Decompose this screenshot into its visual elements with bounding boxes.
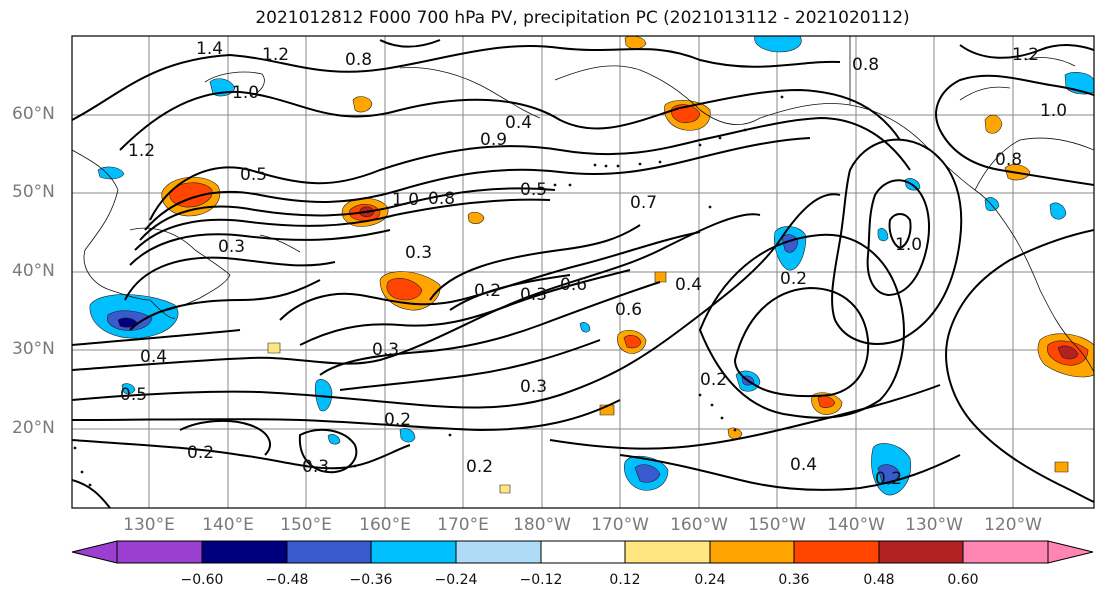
contour-label: 0.5 bbox=[520, 180, 547, 200]
contour-label: 1.4 bbox=[196, 39, 223, 59]
contour-label: 0.3 bbox=[302, 457, 329, 477]
contour-label: 0.2 bbox=[875, 469, 902, 489]
colorbar-extend-high bbox=[1047, 540, 1094, 564]
colorbar-tick-label: −0.36 bbox=[349, 572, 393, 588]
contour-label: 0.3 bbox=[218, 237, 245, 257]
contour-label: 1.0 bbox=[232, 83, 259, 103]
contour-label: 0.2 bbox=[700, 370, 727, 390]
pv-contours bbox=[72, 39, 1094, 508]
lon-label: 170°W bbox=[591, 515, 649, 535]
contour-label: 0.2 bbox=[780, 269, 807, 289]
precip-positive bbox=[161, 36, 1094, 494]
contour-label: 1.2 bbox=[262, 45, 289, 65]
contour-label: 0.2 bbox=[384, 410, 411, 430]
contour-label: 0.6 bbox=[615, 300, 642, 320]
contour-label: 1.2 bbox=[128, 141, 155, 161]
contour-label: 1.0 bbox=[1040, 101, 1067, 121]
contour-label: 0.4 bbox=[505, 113, 532, 133]
contour-label: 0.6 bbox=[560, 275, 587, 295]
contour-label: 1.2 bbox=[1012, 45, 1039, 65]
contour-label: 0.2 bbox=[474, 281, 501, 301]
lat-label: 30°N bbox=[12, 339, 55, 359]
colorbar-tick-label: −0.48 bbox=[265, 572, 309, 588]
graticule bbox=[72, 36, 1094, 508]
lon-label: 140°E bbox=[202, 515, 254, 535]
contour-label: 0.9 bbox=[480, 130, 507, 150]
contour-label: 0.3 bbox=[405, 243, 432, 263]
contour-label: 0.8 bbox=[345, 50, 372, 70]
lat-label: 50°N bbox=[12, 182, 55, 202]
lon-label: 140°W bbox=[827, 515, 885, 535]
contour-label: 0.4 bbox=[675, 275, 702, 295]
contour-label: 0.7 bbox=[630, 193, 657, 213]
colorbar-extend-low bbox=[71, 540, 118, 564]
contour-label: 0.2 bbox=[187, 443, 214, 463]
lon-label: 180°W bbox=[513, 515, 571, 535]
colorbar-tick-label: −0.60 bbox=[180, 572, 224, 588]
colorbar-tick-label: 0.36 bbox=[778, 572, 810, 588]
colorbar-tick-label: 0.60 bbox=[947, 572, 979, 588]
lat-label: 40°N bbox=[12, 261, 55, 281]
contour-label: 0.8 bbox=[428, 189, 455, 209]
lon-label: 150°E bbox=[280, 515, 332, 535]
map-title: 2021012812 F000 700 hPa PV, precipitatio… bbox=[255, 8, 910, 28]
contour-label: 0.8 bbox=[995, 150, 1022, 170]
colorbar-tick-label: 0.12 bbox=[609, 572, 641, 588]
contour-label: 0.3 bbox=[520, 377, 547, 397]
map-frame bbox=[71, 35, 1095, 509]
lon-label: 150°W bbox=[748, 515, 806, 535]
lon-label: 170°E bbox=[437, 515, 489, 535]
colorbar-tick-label: 0.24 bbox=[694, 572, 726, 588]
contour-label: 0.8 bbox=[852, 55, 879, 75]
contour-label: 0.3 bbox=[372, 340, 399, 360]
contour-label: 0.4 bbox=[140, 347, 167, 367]
lon-label: 130°E bbox=[123, 515, 175, 535]
colorbar-tick-label: −0.24 bbox=[434, 572, 478, 588]
lon-label: 120°W bbox=[984, 515, 1042, 535]
lat-label: 60°N bbox=[12, 104, 55, 124]
coastlines bbox=[72, 36, 1094, 373]
lat-label: 20°N bbox=[12, 418, 55, 438]
colorbar bbox=[71, 540, 1094, 564]
lon-label: 160°E bbox=[359, 515, 411, 535]
contour-label: 1.0 bbox=[895, 235, 922, 255]
contour-label: 0.4 bbox=[790, 455, 817, 475]
lon-label: 160°W bbox=[670, 515, 728, 535]
contour-label: 0.2 bbox=[466, 457, 493, 477]
contour-label: 0.5 bbox=[120, 385, 147, 405]
contour-label: 0.3 bbox=[520, 285, 547, 305]
lon-label: 130°W bbox=[905, 515, 963, 535]
contour-labels: 1.4 1.2 0.8 1.0 1.2 0.5 0.9 0.4 1.0 0.8 … bbox=[120, 39, 1067, 489]
colorbar-tick-label: 0.48 bbox=[863, 572, 895, 588]
colorbar-tick-label: −0.12 bbox=[519, 572, 563, 588]
contour-label: 0.5 bbox=[240, 165, 267, 185]
contour-label: 1.0 bbox=[392, 190, 419, 210]
